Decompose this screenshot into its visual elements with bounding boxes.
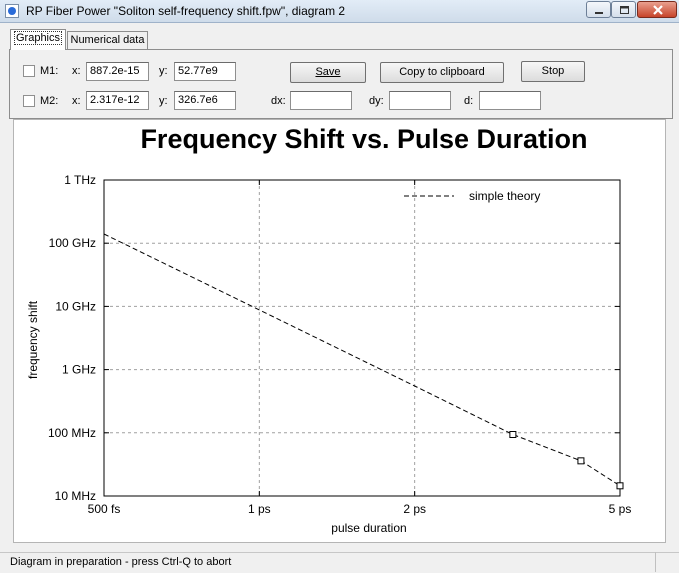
tab-numerical-data[interactable]: Numerical data bbox=[67, 31, 148, 49]
m2-y-field[interactable]: 326.7e6 bbox=[174, 91, 236, 110]
app-icon bbox=[5, 4, 19, 18]
y-tick-label: 10 GHz bbox=[55, 299, 96, 313]
data-point-marker bbox=[577, 457, 585, 465]
stop-button[interactable]: Stop bbox=[521, 61, 585, 82]
status-text: Diagram in preparation - press Ctrl-Q to… bbox=[10, 556, 232, 568]
x-tick-label: 2 ps bbox=[403, 502, 426, 516]
dx-label: dx: bbox=[271, 95, 286, 107]
y-tick-label: 100 MHz bbox=[48, 426, 96, 440]
m1-label: M1: bbox=[40, 65, 59, 77]
minimize-icon bbox=[595, 12, 603, 14]
series-line bbox=[103, 233, 621, 487]
y-tick-label: 10 MHz bbox=[55, 489, 96, 503]
m2-x-field[interactable]: 2.317e-12 bbox=[86, 91, 149, 110]
window-title: RP Fiber Power "Soliton self-frequency s… bbox=[26, 4, 346, 18]
x-tick-label: 1 ps bbox=[248, 502, 271, 516]
m2-label: M2: bbox=[40, 95, 59, 107]
data-point-marker bbox=[509, 430, 517, 438]
y-tick-label: 1 THz bbox=[64, 173, 96, 187]
tab-graphics[interactable]: Graphics bbox=[10, 29, 66, 50]
y-tick-label: 100 GHz bbox=[49, 236, 96, 250]
status-bar: Diagram in preparation - press Ctrl-Q to… bbox=[0, 552, 679, 573]
m1-y-label: y: bbox=[159, 65, 168, 77]
m2-y-label: y: bbox=[159, 95, 168, 107]
dy-field[interactable] bbox=[389, 91, 451, 110]
d-label: d: bbox=[464, 95, 474, 107]
y-tick-label: 1 GHz bbox=[62, 363, 96, 377]
legend-label: simple theory bbox=[469, 189, 540, 203]
minimize-button[interactable] bbox=[586, 1, 611, 18]
chart-title: Frequency Shift vs. Pulse Duration bbox=[140, 124, 587, 154]
close-button[interactable] bbox=[637, 1, 677, 18]
status-divider bbox=[655, 552, 656, 572]
data-point-marker bbox=[616, 482, 624, 490]
maximize-icon bbox=[620, 6, 629, 14]
frequency-shift-chart: Frequency Shift vs. Pulse Duration 1 THz 1… bbox=[26, 124, 632, 535]
x-tick-label: 5 ps bbox=[609, 502, 632, 516]
x-tick-label: 500 fs bbox=[88, 502, 121, 516]
dx-field[interactable] bbox=[290, 91, 352, 110]
dy-label: dy: bbox=[369, 95, 384, 107]
m1-y-field[interactable]: 52.77e9 bbox=[174, 62, 236, 81]
m1-x-field[interactable]: 887.2e-15 bbox=[86, 62, 149, 81]
m2-x-label: x: bbox=[72, 95, 81, 107]
maximize-button[interactable] bbox=[611, 1, 636, 18]
save-button[interactable]: Save bbox=[290, 62, 366, 83]
m1-checkbox[interactable] bbox=[23, 65, 35, 77]
plot-frame bbox=[103, 179, 621, 497]
y-axis-label: frequency shift bbox=[26, 300, 40, 379]
m2-checkbox[interactable] bbox=[23, 95, 35, 107]
plot-panel[interactable]: Frequency Shift vs. Pulse Duration 1 THz 1… bbox=[13, 119, 666, 543]
m1-x-label: x: bbox=[72, 65, 81, 77]
save-button-label: Save bbox=[315, 66, 341, 78]
copy-to-clipboard-button[interactable]: Copy to clipboard bbox=[380, 62, 504, 83]
tab-graphics-label: Graphics bbox=[13, 31, 63, 45]
d-field[interactable] bbox=[479, 91, 541, 110]
title-bar: RP Fiber Power "Soliton self-frequency s… bbox=[0, 0, 679, 23]
x-axis-label: pulse duration bbox=[331, 521, 406, 535]
tab-numerical-label: Numerical data bbox=[70, 34, 145, 46]
close-icon bbox=[653, 5, 663, 15]
